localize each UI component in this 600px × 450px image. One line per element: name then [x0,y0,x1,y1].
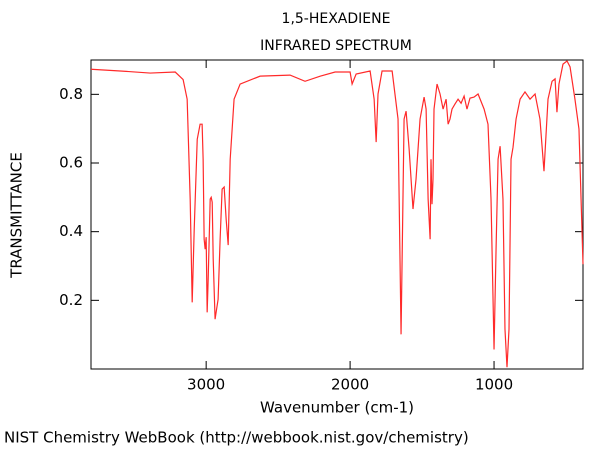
y-tick-label: 0.8 [59,85,83,103]
y-tick-label: 0.6 [59,154,83,172]
y-tick-label: 0.4 [59,222,83,240]
x-tick-label: 3000 [187,376,225,394]
y-axis-label: TRANSMITTANCE [8,152,26,279]
source-note: NIST Chemistry WebBook (http://webbook.n… [4,429,469,447]
x-tick-label: 2000 [331,376,369,394]
chart-subtitle: INFRARED SPECTRUM [260,38,412,54]
chart-title: 1,5-HEXADIENE [282,11,391,27]
plot-frame [90,59,584,370]
x-axis-label: Wavenumber (cm-1) [260,399,414,417]
x-tick-label: 1000 [475,376,513,394]
spectrum-line [90,60,584,368]
y-tick-label: 0.2 [59,291,83,309]
